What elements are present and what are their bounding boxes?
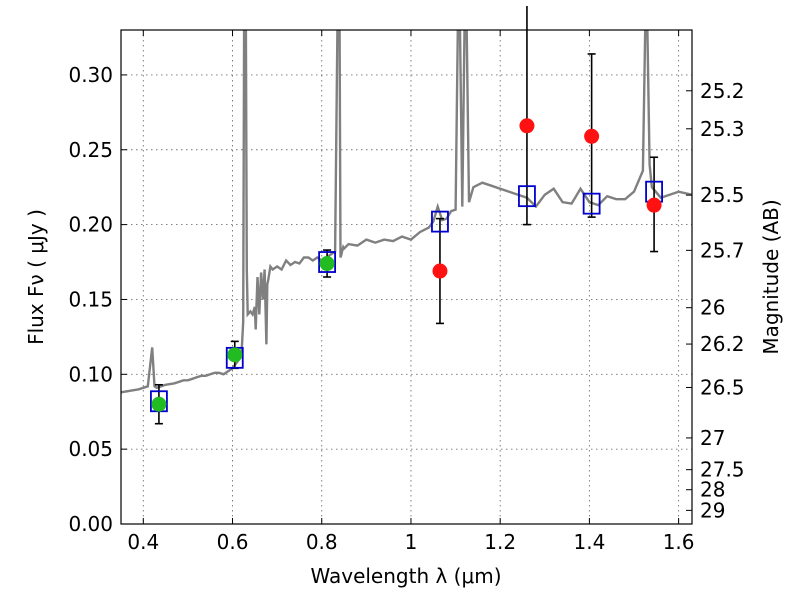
y2-tick-label: 25.7 [700,238,745,262]
y-tick-label: 0.10 [68,362,113,386]
y2-tick-label: 26.5 [700,375,745,399]
plot-area [121,30,692,394]
y2-tick-label: 27.5 [700,458,745,482]
y2-axis-label: Magnitude (AB) [759,199,783,354]
y-tick-label: 0.25 [68,138,113,162]
x-tick-label: 1.4 [573,530,605,554]
x-tick-label: 1.6 [663,530,695,554]
model-photometry-square [431,210,449,233]
red-data-point [584,128,600,144]
gridlines [121,30,692,525]
plot-frame [120,29,693,525]
x-axis-label: Wavelength λ (μm) [310,564,501,588]
y2-tick-label: 28 [700,478,725,502]
y2-tick-label: 26.2 [700,332,745,356]
x-tick-label: 0.6 [217,530,249,554]
y-tick-label: 0.30 [68,63,113,87]
red-data-point [432,263,448,279]
green-data-point [227,347,243,363]
y2-tick-label: 25.5 [700,183,745,207]
x-tick-label: 1.2 [484,530,516,554]
y2-tick-label: 27 [700,426,725,450]
y-tick-label: 0.05 [68,437,113,461]
axis-ticks: 0.4 0.6 0.8 1 1.2 1.4 1.6 0.00 0.05 0.10 0.15 0.20 0… [68,30,745,554]
y2-tick-label: 26 [700,296,725,320]
sed-model-line [121,30,692,394]
y-tick-label: 0.15 [68,287,113,311]
y2-tick-label: 25.2 [700,79,745,103]
x-tick-label: 0.4 [127,530,159,554]
red-data-point [519,118,535,134]
y2-tick-label: 25.3 [700,117,745,141]
x-tick-label: 1 [405,530,418,554]
y-tick-label: 0.20 [68,213,113,237]
data-markers [150,6,663,425]
green-data-point [151,396,167,412]
y-tick-label: 0.00 [68,512,113,536]
red-data-point [646,197,662,213]
y2-tick-label: 29 [700,498,725,522]
model-photometry-square [318,251,336,273]
model-photometry-square [582,192,601,215]
x-tick-label: 0.8 [306,530,338,554]
model-photometry-square [518,185,536,208]
green-data-point [319,256,335,272]
y-axis-label: Flux Fν ( μJy ) [24,209,48,345]
